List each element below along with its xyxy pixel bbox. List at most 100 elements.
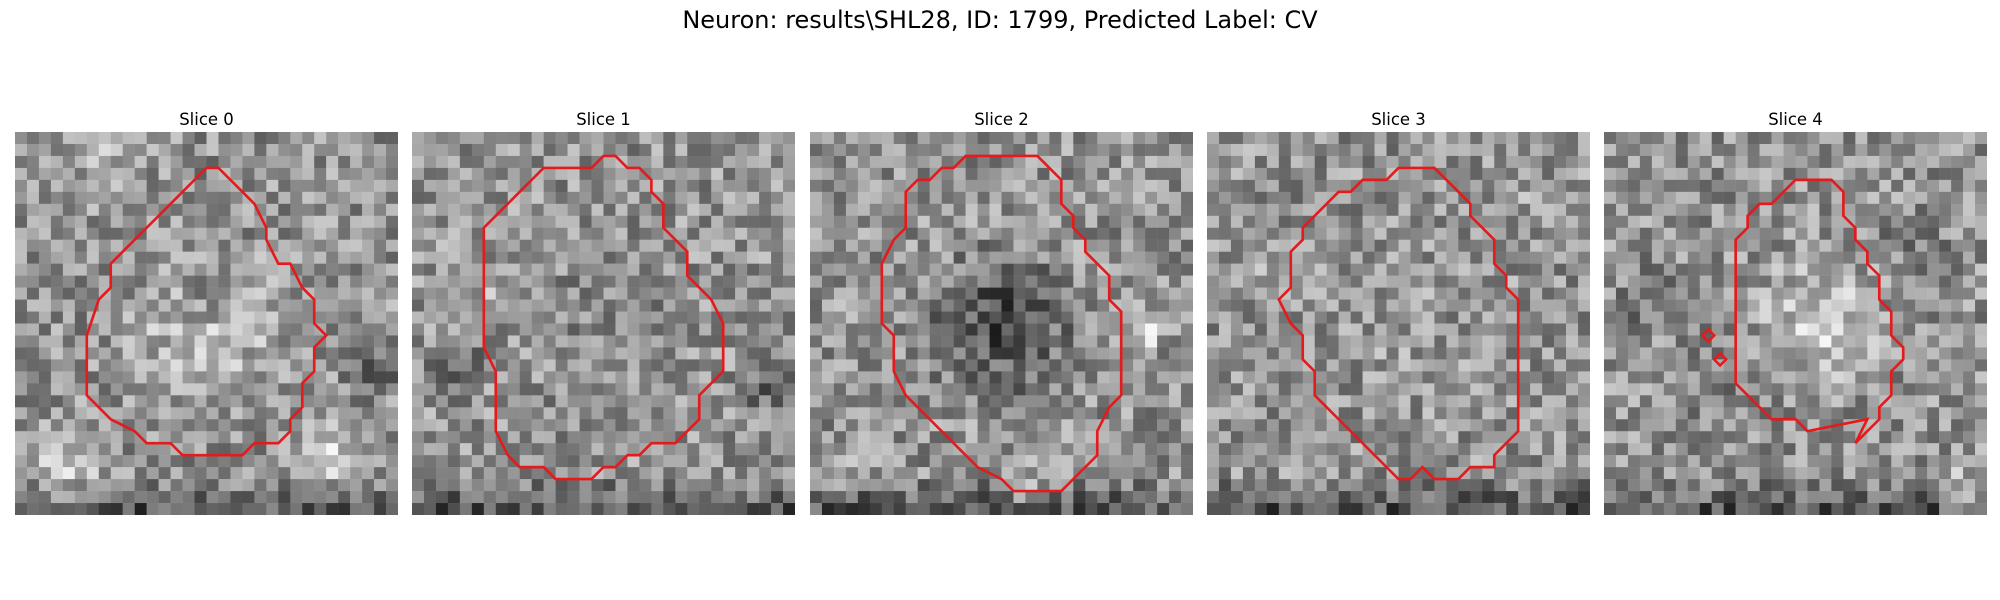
pixel [302, 431, 315, 444]
pixel [1651, 179, 1665, 193]
pixel [1542, 455, 1555, 468]
pixel [1422, 371, 1435, 384]
pixel [1169, 419, 1182, 432]
pixel [1975, 132, 1987, 145]
pixel [1470, 132, 1483, 145]
pixel [1566, 275, 1579, 288]
pixel [1169, 371, 1182, 384]
pixel [1338, 323, 1351, 336]
pixel [206, 203, 219, 217]
pixel [1398, 311, 1411, 324]
pixel [663, 431, 676, 444]
pixel [435, 263, 449, 276]
pixel [423, 443, 437, 456]
pixel [86, 239, 100, 252]
pixel [146, 311, 159, 324]
pixel [1242, 155, 1256, 169]
pixel [1073, 203, 1086, 217]
pixel [1230, 287, 1244, 300]
pixel [495, 419, 508, 432]
pixel [735, 503, 748, 515]
pixel [1013, 347, 1026, 360]
pixel [1831, 311, 1844, 324]
pixel [941, 275, 954, 288]
pixel [905, 191, 918, 205]
pixel [687, 299, 700, 312]
pixel [206, 323, 219, 336]
pixel [1554, 191, 1567, 205]
pixel [459, 311, 473, 324]
pixel [1326, 443, 1339, 456]
pixel [326, 299, 339, 312]
pixel [579, 203, 592, 217]
pixel [1554, 275, 1567, 288]
pixel [1326, 359, 1339, 372]
pixel [362, 203, 375, 217]
pixel [810, 155, 823, 169]
pixel [917, 311, 930, 324]
pixel [1085, 395, 1098, 408]
pixel [1145, 335, 1158, 348]
pixel [663, 407, 676, 420]
pixel [170, 335, 183, 348]
pixel [1350, 203, 1363, 217]
pixel [1290, 203, 1303, 217]
pixel [941, 227, 954, 240]
pixel [1386, 275, 1399, 288]
pixel [1422, 191, 1435, 205]
pixel [218, 227, 231, 240]
pixel [519, 479, 532, 492]
pixel [977, 323, 990, 336]
pixel [1025, 371, 1038, 384]
pixel [170, 455, 183, 468]
pixel [1434, 311, 1447, 324]
pixel [1699, 335, 1712, 348]
pixel [350, 227, 363, 240]
pixel [1855, 287, 1868, 300]
pixel [1566, 443, 1579, 456]
pixel [483, 431, 497, 444]
pixel [723, 503, 736, 515]
pixel [845, 467, 859, 480]
pixel [1470, 311, 1483, 324]
pixel [1604, 419, 1617, 432]
pixel [1254, 467, 1268, 480]
pixel [519, 419, 532, 432]
pixel [1843, 347, 1856, 360]
pixel [543, 311, 556, 324]
pixel [1855, 299, 1868, 312]
pixel [1735, 431, 1748, 444]
pixel [302, 455, 315, 468]
pixel [278, 347, 291, 360]
pixel [134, 203, 147, 217]
pixel [435, 299, 449, 312]
pixel [783, 419, 795, 432]
pixel [735, 395, 748, 408]
pixel [1326, 347, 1339, 360]
pixel [314, 359, 327, 372]
pixel [699, 299, 712, 312]
pixel [810, 203, 823, 217]
pixel [1061, 263, 1074, 276]
pixel [1085, 132, 1098, 145]
pixel [965, 251, 978, 264]
pixel [941, 467, 954, 480]
pixel [1867, 371, 1880, 384]
pixel [507, 419, 520, 432]
pixel [1771, 419, 1784, 432]
pixel [977, 179, 990, 193]
pixel [326, 275, 339, 288]
pixel [1711, 167, 1724, 181]
pixel [495, 191, 508, 205]
pixel [1723, 287, 1736, 300]
pixel [977, 419, 990, 432]
pixel [747, 443, 760, 456]
pixel [1458, 395, 1471, 408]
pixel [326, 371, 339, 384]
pixel [1434, 467, 1447, 480]
pixel [1037, 371, 1050, 384]
pixel [459, 299, 473, 312]
pixel [1169, 359, 1182, 372]
pixel [1651, 311, 1665, 324]
pixel [1422, 491, 1435, 504]
